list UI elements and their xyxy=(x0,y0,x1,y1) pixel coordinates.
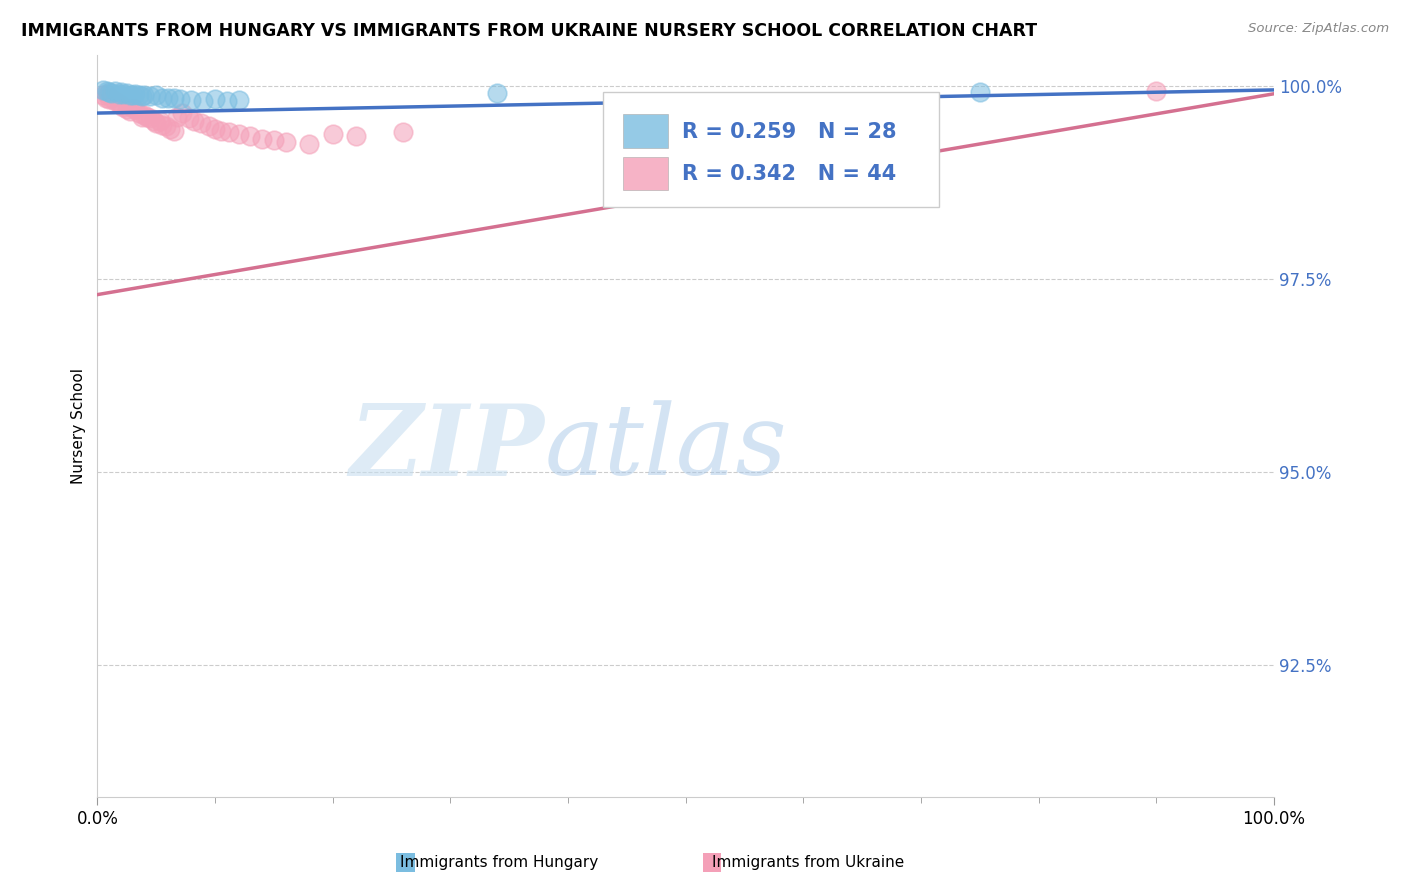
Text: Immigrants from Hungary: Immigrants from Hungary xyxy=(399,855,599,870)
Point xyxy=(204,92,226,106)
Point xyxy=(274,135,297,149)
Point xyxy=(392,125,415,139)
Point xyxy=(104,95,127,109)
Point xyxy=(155,119,177,133)
Point xyxy=(218,125,240,139)
Point xyxy=(98,85,121,99)
Point xyxy=(486,86,509,100)
Point xyxy=(150,118,173,132)
Point xyxy=(215,95,238,109)
Point xyxy=(180,93,202,107)
Point xyxy=(169,92,191,106)
Point xyxy=(170,106,193,120)
Point xyxy=(131,110,153,124)
Point xyxy=(91,88,114,103)
Point xyxy=(115,102,138,116)
Point xyxy=(198,119,221,133)
Point xyxy=(142,113,165,128)
Point xyxy=(124,87,146,101)
Point xyxy=(134,108,156,122)
Point xyxy=(107,96,129,111)
Point xyxy=(134,88,156,103)
Point xyxy=(209,124,232,138)
Point xyxy=(96,87,118,101)
Point xyxy=(110,98,132,112)
Point xyxy=(94,90,117,104)
Point xyxy=(112,87,135,101)
Text: ZIP: ZIP xyxy=(350,400,544,497)
Y-axis label: Nursery School: Nursery School xyxy=(72,368,86,484)
Point xyxy=(107,87,129,101)
Point xyxy=(204,121,226,136)
Point xyxy=(139,89,162,103)
Text: R = 0.259   N = 28: R = 0.259 N = 28 xyxy=(682,121,897,142)
Point xyxy=(115,86,138,100)
Point xyxy=(128,106,150,120)
Point xyxy=(91,83,114,97)
Point xyxy=(228,93,250,107)
Point xyxy=(121,101,143,115)
Point xyxy=(104,85,127,99)
Point xyxy=(322,127,344,141)
Point xyxy=(159,121,181,136)
Point xyxy=(100,86,122,100)
Point xyxy=(163,124,186,138)
Point xyxy=(228,127,250,141)
Point xyxy=(193,95,215,109)
Point xyxy=(156,90,179,104)
Point xyxy=(145,88,167,103)
Point xyxy=(239,129,262,144)
Point xyxy=(969,85,991,99)
Point xyxy=(112,100,135,114)
Point xyxy=(131,89,153,103)
Point xyxy=(110,85,132,99)
Point xyxy=(250,131,273,145)
Point xyxy=(263,133,285,147)
Point xyxy=(100,90,122,104)
Point xyxy=(298,136,321,151)
Text: Immigrants from Ukraine: Immigrants from Ukraine xyxy=(713,855,904,870)
Point xyxy=(135,110,157,124)
FancyBboxPatch shape xyxy=(603,92,939,207)
Point xyxy=(344,129,367,144)
Point xyxy=(166,110,188,124)
Point xyxy=(96,85,118,99)
Text: atlas: atlas xyxy=(544,401,787,496)
Point xyxy=(150,90,173,104)
Point xyxy=(149,113,172,128)
Point xyxy=(190,116,212,130)
Bar xyxy=(623,114,668,148)
Text: Source: ZipAtlas.com: Source: ZipAtlas.com xyxy=(1249,22,1389,36)
Point xyxy=(145,116,167,130)
Point xyxy=(124,102,146,116)
Point xyxy=(1144,85,1167,99)
Point xyxy=(183,113,205,128)
Point xyxy=(121,88,143,103)
Point xyxy=(179,112,201,126)
Point xyxy=(128,88,150,103)
Bar xyxy=(623,157,668,190)
Point xyxy=(120,103,142,118)
Point xyxy=(139,112,162,126)
Text: IMMIGRANTS FROM HUNGARY VS IMMIGRANTS FROM UKRAINE NURSERY SCHOOL CORRELATION CH: IMMIGRANTS FROM HUNGARY VS IMMIGRANTS FR… xyxy=(21,22,1038,40)
Point xyxy=(98,92,121,106)
Point xyxy=(163,91,186,105)
Point xyxy=(120,87,142,102)
Text: R = 0.342   N = 44: R = 0.342 N = 44 xyxy=(682,164,897,184)
